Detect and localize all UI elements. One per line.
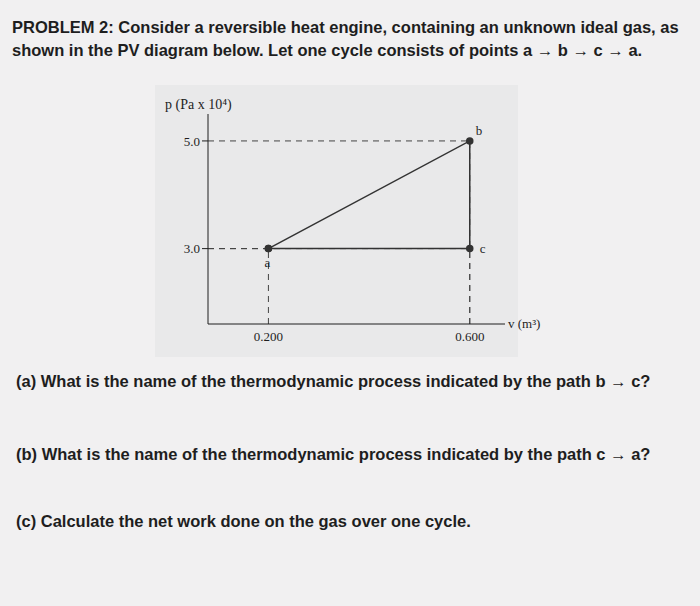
html-text:v (m³): v (m³): [508, 316, 541, 331]
html-text:(c) Calculate the net work don: (c) Calculate the net work done on the g…: [16, 512, 471, 530]
html-text:p (Pa x 10⁴): p (Pa x 10⁴): [165, 97, 232, 112]
svg-text:0.200: 0.200: [254, 329, 283, 344]
svg-text:0.600: 0.600: [455, 329, 484, 344]
svg-text:5.0: 5.0: [184, 134, 200, 149]
html-text:(a) What is the name of the th: (a) What is the name of the thermodynami…: [16, 372, 651, 390]
html-text:shown in the PV diagram below.: shown in the PV diagram below. Let one c…: [12, 41, 643, 59]
svg-text:b: b: [476, 123, 483, 138]
svg-text:a: a: [264, 255, 270, 270]
html-text:(b) What is the name of the th: (b) What is the name of the thermodynami…: [16, 445, 651, 463]
svg-text:3.0: 3.0: [184, 241, 200, 256]
svg-text:c: c: [480, 241, 486, 256]
html-text:PROBLEM 2: Consider a reversib: PROBLEM 2: Consider a reversible heat en…: [12, 18, 679, 36]
